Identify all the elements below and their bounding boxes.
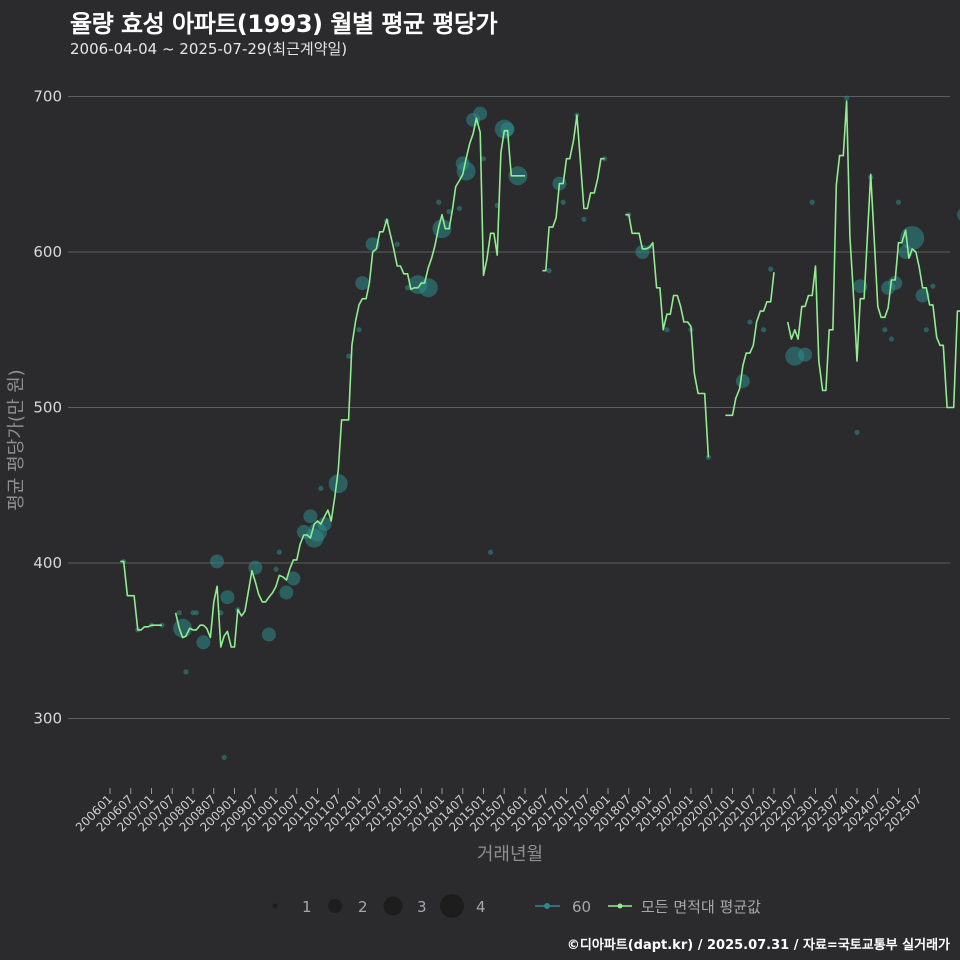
data-point-60 xyxy=(394,241,400,247)
y-tick-label-700: 700 xyxy=(33,88,62,106)
data-point-60 xyxy=(183,669,189,675)
data-point-60 xyxy=(664,327,670,333)
avg-line-segment xyxy=(174,117,525,648)
legend-size-4-marker xyxy=(440,894,464,918)
data-point-60 xyxy=(221,754,227,760)
legend-all-marker xyxy=(617,903,623,909)
data-point-60 xyxy=(581,216,587,222)
x-axis-ticks: 2006012006072007012007072008012008072009… xyxy=(73,788,924,835)
legend-size-2-label: 2 xyxy=(358,898,368,916)
data-point-60 xyxy=(446,208,452,215)
data-point-60 xyxy=(196,635,211,650)
legend-size-3-label: 3 xyxy=(417,898,427,916)
legend: 1 2 3 4 60 모든 면적대 평균값 xyxy=(272,894,761,918)
data-point-60 xyxy=(418,278,438,298)
legend-60-label: 60 xyxy=(572,898,591,916)
data-point-60 xyxy=(809,199,815,205)
legend-size-3-marker xyxy=(383,896,403,916)
data-point-60 xyxy=(546,268,552,274)
y-tick-label-300: 300 xyxy=(33,710,62,728)
data-point-60 xyxy=(286,571,301,586)
data-point-60 xyxy=(480,156,487,162)
x-axis-title: 거래년월 xyxy=(477,844,543,865)
data-point-60 xyxy=(318,485,324,491)
data-point-60 xyxy=(844,95,850,101)
data-point-60 xyxy=(768,266,774,272)
data-point-60 xyxy=(882,327,888,333)
data-point-60 xyxy=(193,610,199,616)
legend-all-label: 모든 면적대 평균값 xyxy=(641,898,761,916)
data-point-60 xyxy=(176,610,182,616)
data-point-60 xyxy=(355,276,370,291)
y-axis-title: 평균 평당가(만 원) xyxy=(6,369,27,510)
line-series-all-areas xyxy=(120,100,960,648)
chart-subtitle: 2006-04-04 ~ 2025-07-29(최근계약일) xyxy=(70,40,348,58)
data-point-60 xyxy=(356,327,362,333)
data-point-60 xyxy=(761,327,767,333)
legend-size-2-marker xyxy=(328,899,342,913)
data-point-60 xyxy=(273,566,279,572)
y-axis-labels: 300 400 500 600 700 xyxy=(33,88,62,728)
data-point-60 xyxy=(957,208,960,221)
data-point-60 xyxy=(487,549,494,555)
data-point-60 xyxy=(560,199,566,205)
data-point-60 xyxy=(303,509,318,524)
data-point-60 xyxy=(328,474,348,494)
data-point-60 xyxy=(473,106,488,121)
points-series-60 xyxy=(121,95,960,760)
data-point-60 xyxy=(923,327,929,333)
data-point-60 xyxy=(220,590,235,605)
legend-size-1-label: 1 xyxy=(302,898,312,916)
data-point-60 xyxy=(915,288,930,303)
legend-60-marker xyxy=(544,903,550,909)
chart-title: 율량 효성 아파트(1993) 월별 평균 평당가 xyxy=(70,10,498,38)
legend-size-1-marker xyxy=(272,903,278,909)
data-point-60 xyxy=(798,347,813,362)
data-point-60 xyxy=(895,199,902,205)
avg-line-segment xyxy=(120,560,162,631)
data-point-60 xyxy=(747,319,753,325)
data-point-60 xyxy=(346,353,352,359)
data-point-60 xyxy=(248,560,263,575)
data-point-60 xyxy=(276,549,282,555)
data-point-60 xyxy=(261,627,276,642)
data-point-60 xyxy=(317,517,332,532)
y-tick-label-600: 600 xyxy=(33,243,62,261)
data-point-60 xyxy=(436,199,442,205)
avg-line-segment xyxy=(786,100,960,409)
data-point-60 xyxy=(888,336,895,342)
avg-line-segment xyxy=(542,114,605,272)
legend-size-4-label: 4 xyxy=(476,898,486,916)
source-caption: ©디아파트(dapt.kr) / 2025.07.31 / 자료=국토교통부 실… xyxy=(566,938,950,953)
y-tick-label-400: 400 xyxy=(33,554,62,572)
data-point-60 xyxy=(456,205,463,212)
data-point-60 xyxy=(930,283,936,289)
avg-line-segment xyxy=(725,272,775,417)
data-point-60 xyxy=(735,374,750,389)
data-point-60 xyxy=(279,585,294,600)
data-point-60 xyxy=(854,429,860,435)
avg-line-segment xyxy=(625,213,710,458)
y-tick-label-500: 500 xyxy=(33,399,62,417)
data-point-60 xyxy=(456,161,476,181)
data-point-60 xyxy=(210,554,225,569)
